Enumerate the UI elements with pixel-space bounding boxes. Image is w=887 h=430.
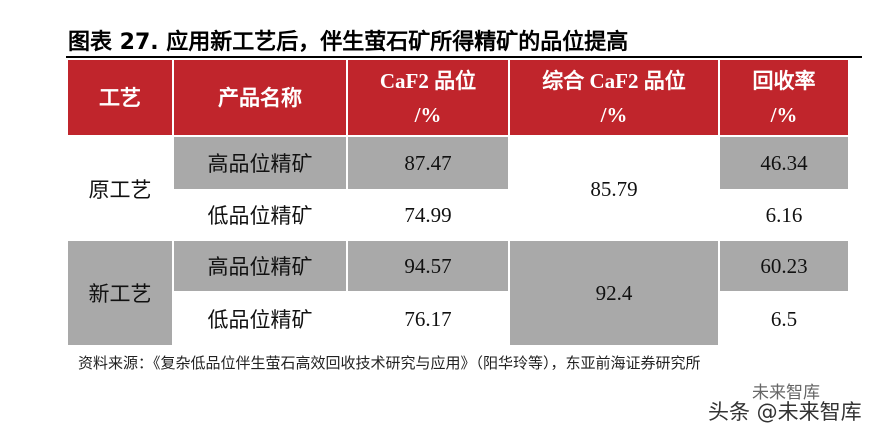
grade-cell: 74.99 [404,202,452,227]
header-cell: 回收率 /% [720,60,848,135]
header-text: 工艺 [99,85,141,110]
header-text: CaF2 品位 [379,68,477,93]
header-text: 回收率 [752,68,816,93]
watermark: 头条 @未来智库 [708,400,862,424]
title-rule [66,56,862,58]
source-note: 资料来源：《复杂低品位伴生萤石高效回收技术研究与应用》（阳华玲等），东亚前海证券… [78,356,701,372]
product-cell: 高品位精矿 [174,241,346,291]
product-cell: 高品位精矿 [174,137,346,189]
recovery-cell: 60.23 [720,241,848,291]
header-text: /% [414,102,442,127]
combined-cell: 92.4 [510,241,718,345]
process-cell: 新工艺 [68,241,172,345]
header-text: 综合 CaF2 品位 [542,68,686,93]
grade-cell: 94.57 [348,241,508,291]
title: 图表 27. 应用新工艺后，伴生萤石矿所得精矿的品位提高 [68,30,629,55]
recovery-cell: 46.34 [720,137,848,189]
combined-cell: 85.79 [590,176,638,201]
header-cell: 产品名称 [174,60,346,135]
grade-cell: 87.47 [348,137,508,189]
header-text: /% [770,102,798,127]
header-text: /% [600,102,628,127]
header-cell: 工艺 [68,60,172,135]
watermark-logo: 未来智库 [752,383,820,403]
product-cell: 低品位精矿 [207,204,313,228]
process-cell: 原工艺 [88,178,152,202]
recovery-cell: 6.16 [765,202,803,227]
grade-cell: 76.17 [404,306,452,331]
header-text: 产品名称 [218,85,302,110]
product-cell: 低品位精矿 [207,308,313,332]
header-cell: CaF2 品位 /% [348,60,508,135]
header-cell: 综合 CaF2 品位 /% [510,60,718,135]
recovery-cell: 6.5 [770,306,798,331]
